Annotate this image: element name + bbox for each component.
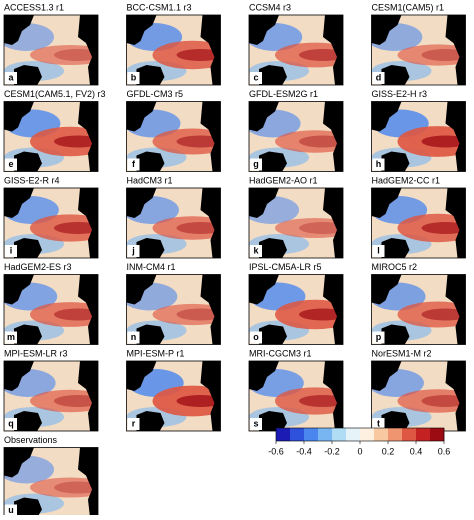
- land: [14, 498, 42, 516]
- map-panel: [248, 361, 355, 433]
- panel-letter: o: [253, 332, 259, 342]
- map-panel: [249, 275, 355, 347]
- colorbar-segment: [304, 428, 318, 441]
- colorbar-segment: [402, 428, 416, 441]
- panel-title: HadGEM2-CC r1: [372, 175, 441, 185]
- panel-title: HadCM3 r1: [127, 175, 173, 185]
- panel-letter: e: [8, 159, 13, 169]
- colorbar-segment: [290, 428, 304, 441]
- panel-letter: t: [377, 418, 380, 428]
- colorbar-segment: [318, 428, 332, 441]
- panel-title: MIROC5 r2: [372, 262, 418, 272]
- land: [14, 152, 42, 174]
- panel-letter: h: [376, 159, 382, 169]
- panel-letter: b: [131, 72, 137, 82]
- map-panel: [126, 15, 232, 87]
- colorbar-tick-label: 0: [357, 446, 362, 456]
- panel-title: GFDL-CM3 r5: [127, 89, 184, 99]
- colorbar-segment: [416, 428, 430, 441]
- land: [382, 152, 410, 174]
- map-panel: [370, 275, 474, 347]
- land: [259, 65, 287, 87]
- panel-title: MRI-CGCM3 r1: [249, 348, 312, 358]
- panel-letter: q: [8, 418, 14, 428]
- colorbar-segment: [388, 428, 402, 441]
- land: [137, 238, 165, 260]
- colorbar-tick-label: 0.6: [438, 446, 451, 456]
- land: [14, 65, 42, 87]
- panel-letter: r: [132, 418, 136, 428]
- panel-title: CCSM4 r3: [249, 2, 291, 12]
- land: [137, 152, 165, 174]
- panel-title: CESM1(CAM5) r1: [372, 2, 445, 12]
- panel-letter: n: [131, 332, 137, 342]
- land: [259, 238, 287, 260]
- colorbar-segment: [360, 428, 374, 441]
- panel-letter: p: [376, 332, 382, 342]
- panel-letter: j: [131, 245, 135, 255]
- land: [14, 325, 42, 347]
- colorbar-segment: [346, 428, 360, 441]
- map-panel: [371, 188, 474, 260]
- land: [382, 238, 410, 260]
- colorbar-tick-label: -0.2: [324, 446, 340, 456]
- panel-letter: m: [7, 332, 15, 342]
- panel-title: GFDL-ESM2G r1: [249, 89, 318, 99]
- panel-title: ACCESS1.3 r1: [4, 2, 64, 12]
- map-panel: [1, 275, 110, 347]
- panel-title: HadGEM2-AO r1: [249, 175, 318, 185]
- land: [137, 325, 165, 347]
- map-panel: [3, 188, 110, 260]
- colorbar-segment: [430, 428, 444, 441]
- map-panel: [246, 15, 355, 87]
- panel-title: MPI-ESM-P r1: [127, 348, 185, 358]
- colorbar-tick-label: 0.4: [410, 446, 423, 456]
- map-panel: [372, 102, 474, 174]
- panel-title: Observations: [4, 435, 58, 445]
- panel-letter: d: [376, 72, 382, 82]
- colorbar-tick-label: -0.6: [268, 446, 284, 456]
- colorbar-segment: [276, 428, 290, 441]
- colorbar-tick-label: 0.2: [382, 446, 395, 456]
- panel-letter: s: [253, 418, 258, 428]
- panel-title: GISS-E2-H r3: [372, 89, 428, 99]
- colorbar-segment: [374, 428, 388, 441]
- land: [14, 238, 42, 260]
- land: [259, 152, 287, 174]
- panel-letter: c: [253, 72, 258, 82]
- land: [259, 325, 287, 347]
- map-panel: [127, 361, 233, 433]
- panel-title: INM-CM4 r1: [127, 262, 176, 272]
- colorbar-segment: [332, 428, 346, 441]
- panel-title: NorESM1-M r2: [372, 348, 432, 358]
- panel-letter: i: [10, 245, 13, 255]
- land: [382, 325, 410, 347]
- land: [382, 65, 410, 87]
- panel-title: IPSL-CM5A-LR r5: [249, 262, 322, 272]
- panel-letter: g: [253, 159, 259, 169]
- map-panel: [4, 102, 110, 174]
- panel-title: BCC-CSM1.1 r3: [127, 2, 192, 12]
- colorbar-tick-label: -0.4: [296, 446, 312, 456]
- panel-title: GISS-E2-R r4: [4, 175, 60, 185]
- land: [14, 411, 42, 433]
- panel-letter: l: [377, 245, 380, 255]
- panel-title: MPI-ESM-LR r3: [4, 348, 68, 358]
- panel-title: HadGEM2-ES r3: [4, 262, 72, 272]
- panel-title: CESM1(CAM5.1, FV2) r3: [4, 89, 106, 99]
- panel-letter: u: [8, 505, 14, 515]
- land: [137, 65, 165, 87]
- map-panel: [125, 102, 233, 174]
- land: [137, 411, 165, 433]
